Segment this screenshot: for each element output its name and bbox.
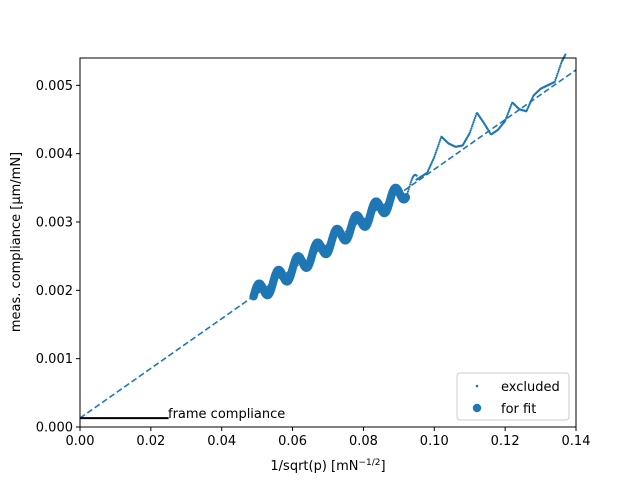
excluded-point [557, 70, 560, 73]
excluded-point [554, 78, 557, 82]
excluded-point [471, 123, 474, 126]
y-tick-label: 0.003 [36, 216, 73, 231]
excluded-point [564, 53, 567, 56]
excluded-point [473, 118, 476, 122]
excluded-point [474, 114, 477, 118]
x-tick-label: 0.08 [349, 434, 378, 449]
excluded-point [438, 141, 441, 144]
excluded-point [471, 125, 474, 128]
y-axis-label: meas. compliance [µm/mN] [9, 152, 24, 332]
excluded-point [436, 145, 440, 148]
excluded-point [559, 64, 562, 67]
legend: excluded for fit [456, 372, 570, 421]
excluded-point [437, 143, 440, 146]
excluded-point [507, 111, 510, 114]
legend-marker-for-fit [472, 403, 482, 413]
frame-compliance-label: frame compliance [168, 407, 285, 422]
excluded-point [555, 74, 558, 77]
excluded-point [504, 118, 507, 121]
x-tick-label: 0.06 [278, 434, 307, 449]
y-tick-label: 0.001 [36, 352, 73, 367]
plot-area-frame [79, 57, 577, 428]
excluded-point [409, 181, 412, 184]
excluded-point [468, 131, 472, 134]
x-tick-label: 0.04 [207, 434, 236, 449]
y-tick-label: 0.002 [36, 284, 73, 299]
x-tick-label: 0.02 [136, 434, 165, 449]
excluded-point [433, 155, 436, 158]
excluded-point [510, 103, 513, 107]
excluded-point [408, 185, 411, 188]
excluded-point [469, 129, 472, 132]
legend-box [456, 372, 570, 421]
x-tick-label: 0.12 [491, 434, 520, 449]
excluded-point [470, 127, 473, 130]
excluded-point [409, 183, 412, 186]
excluded-point [472, 121, 475, 124]
y-tick-label: 0.000 [36, 421, 73, 436]
excluded-point [406, 190, 410, 193]
excluded-point [415, 174, 418, 177]
excluded-point [506, 113, 509, 116]
excluded-point [556, 72, 559, 75]
excluded-point [435, 149, 438, 152]
y-tick-label: 0.005 [36, 79, 73, 94]
excluded-point [557, 68, 561, 71]
fit-line [79, 69, 577, 419]
x-tick-label: 0.14 [562, 434, 591, 449]
excluded-point [508, 109, 511, 112]
x-tick-label: 0.10 [420, 434, 449, 449]
excluded-point [508, 107, 511, 110]
excluded-point [505, 116, 508, 120]
x-axis-label: 1/sqrt(p) [mN−1/2] [270, 458, 385, 474]
excluded-point [407, 188, 410, 191]
x-tick-label: 0.00 [66, 434, 95, 449]
excluded-point [433, 153, 437, 156]
excluded-point [436, 147, 439, 150]
excluded-point [560, 62, 563, 65]
excluded-point [555, 76, 558, 80]
excluded-point [410, 179, 413, 182]
excluded-point [558, 66, 561, 69]
excluded-point [473, 116, 477, 120]
excluded-point [434, 151, 437, 154]
y-tick-label: 0.004 [36, 147, 73, 162]
legend-marker-excluded [475, 384, 479, 388]
legend-label-excluded: excluded [501, 380, 560, 395]
excluded-point [438, 139, 442, 142]
legend-label-for-fit: for fit [501, 402, 536, 417]
excluded-point [553, 80, 556, 84]
excluded-point [505, 114, 509, 118]
fit-point [401, 193, 411, 202]
excluded-point [509, 105, 512, 108]
